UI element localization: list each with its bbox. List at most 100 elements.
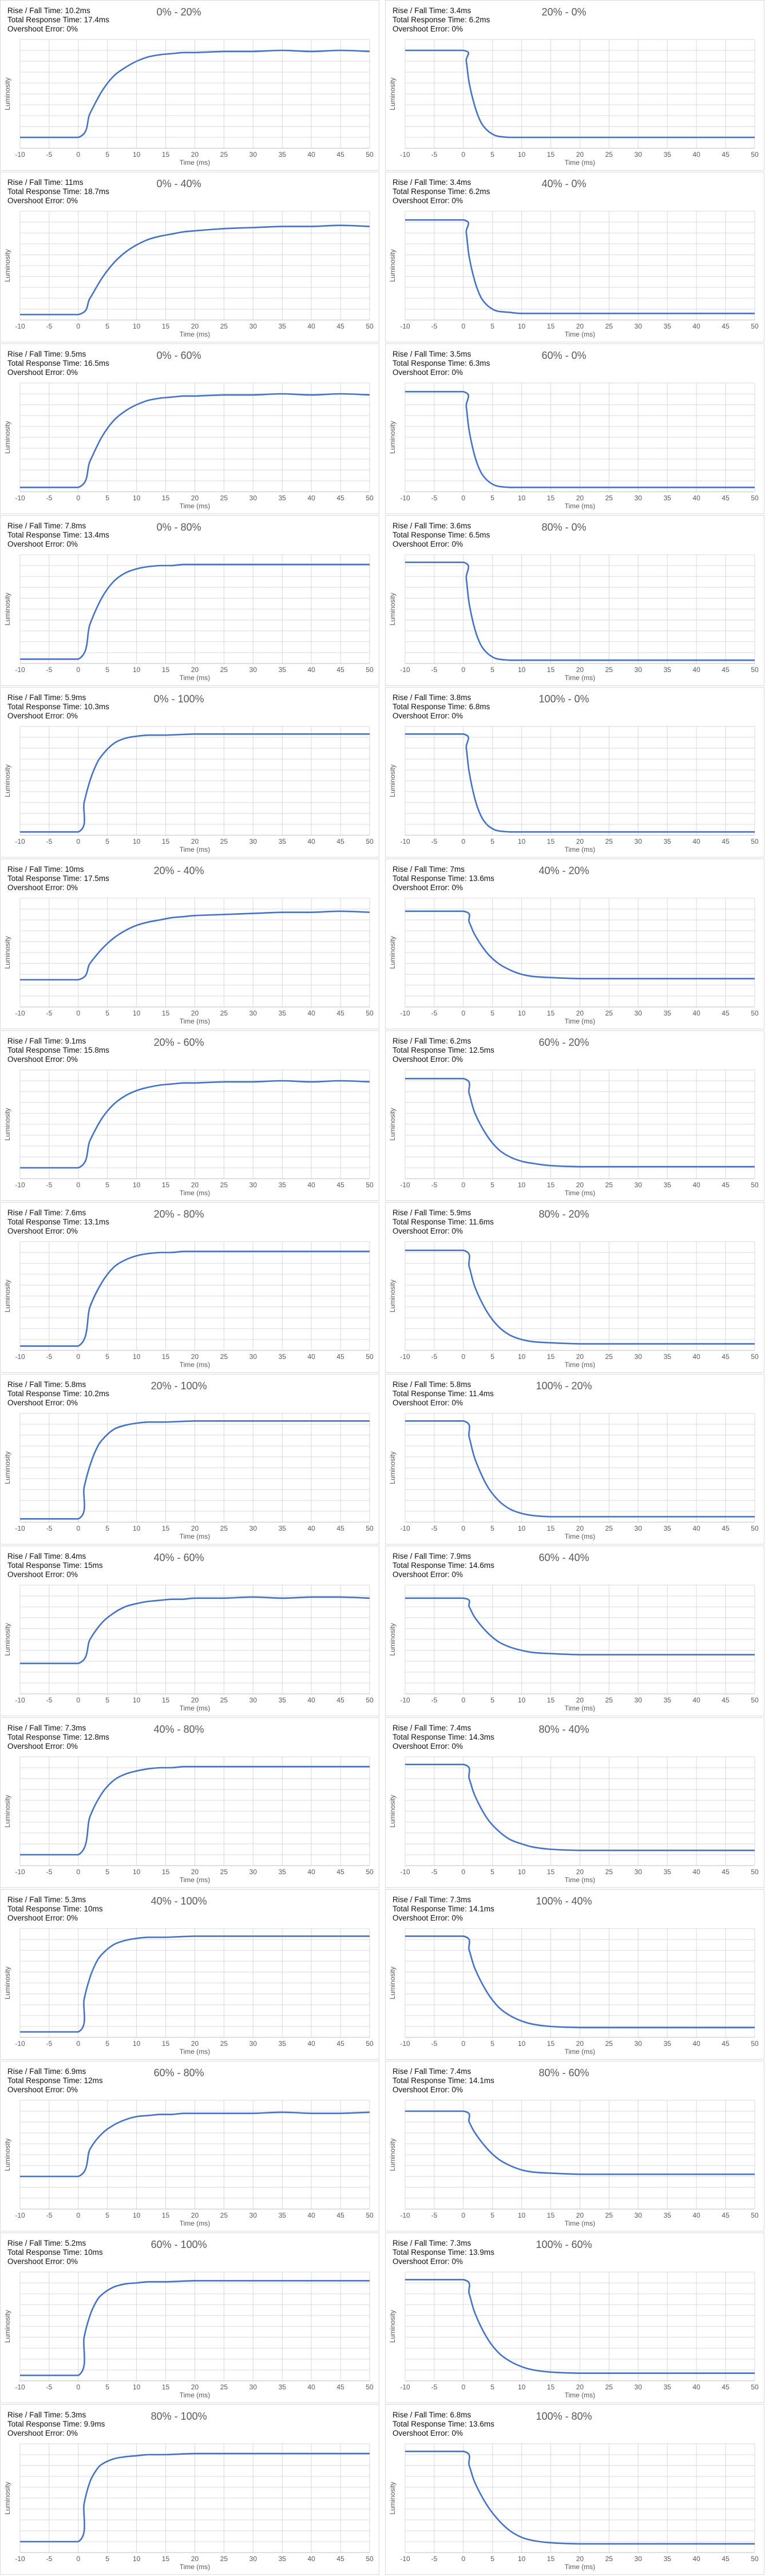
rise-fall-time-text: Rise / Fall Time: 3.4ms <box>393 6 471 15</box>
x-tick-label: 40 <box>307 1353 315 1361</box>
x-tick-label: 35 <box>664 2040 672 2048</box>
y-axis-label: Luminosity <box>3 592 11 625</box>
x-tick-label: 15 <box>162 2211 170 2219</box>
x-tick-label: 5 <box>105 1181 109 1189</box>
chart-title: 100% - 60% <box>536 2239 592 2250</box>
chart-panel: Rise / Fall Time: 10ms Total Response Tim… <box>0 859 379 1029</box>
overshoot-error-text: Overshoot Error: 0% <box>7 1398 78 1407</box>
luminosity-series-line <box>20 733 370 833</box>
x-tick-label: 45 <box>336 2040 344 2048</box>
x-tick-label: 45 <box>336 1009 344 1017</box>
x-tick-label: -10 <box>15 1868 25 1876</box>
y-axis-label: Luminosity <box>389 1623 397 1656</box>
x-tick-label: 5 <box>105 1696 109 1704</box>
x-tick-label: 10 <box>518 1009 526 1017</box>
x-tick-label: 25 <box>220 322 228 330</box>
x-tick-label: 0 <box>461 151 465 159</box>
x-tick-label: 15 <box>162 1524 170 1532</box>
stats-block: Rise / Fall Time: 7.3ms Total Response Ti… <box>393 1895 494 1923</box>
line-chart: -10 -5 0 5 10 15 20 25 30 35 40 45 50 Time (ms) Lumino… <box>3 1756 374 1884</box>
x-tick-label: -5 <box>431 837 438 846</box>
x-tick-label: 15 <box>162 494 170 502</box>
x-tick-label: 40 <box>307 2383 315 2391</box>
x-tick-label: 5 <box>490 2555 494 2563</box>
x-tick-label: 20 <box>576 666 584 674</box>
x-tick-label: -5 <box>431 1009 438 1017</box>
x-tick-label: 50 <box>366 2383 374 2391</box>
total-response-time-text: Total Response Time: 14.6ms <box>393 1561 494 1570</box>
x-tick-label: 5 <box>105 1009 109 1017</box>
y-axis-label: Luminosity <box>389 1451 397 1484</box>
x-tick-label: 50 <box>751 2211 759 2219</box>
x-tick-label: 45 <box>722 2040 730 2048</box>
x-tick-label: 30 <box>635 2211 643 2219</box>
total-response-time-text: Total Response Time: 14.1ms <box>393 2076 494 2085</box>
x-tick-label: 10 <box>133 494 141 502</box>
x-tick-label: 15 <box>547 2040 555 2048</box>
chart-title: 100% - 20% <box>536 1380 592 1392</box>
x-tick-label: 50 <box>366 1696 374 1704</box>
x-tick-label: 40 <box>692 666 700 674</box>
chart-title: 100% - 0% <box>538 693 589 705</box>
x-tick-label: 40 <box>692 322 700 330</box>
chart-title: 60% - 40% <box>538 1552 589 1563</box>
x-tick-label: 0 <box>461 2383 465 2391</box>
line-chart: -10 -5 0 5 10 15 20 25 30 35 40 45 50 Time (ms) Lumino… <box>3 554 374 682</box>
x-tick-label: 45 <box>722 666 730 674</box>
x-tick-label: 0 <box>461 666 465 674</box>
chart-title: 40% - 80% <box>153 1724 204 1735</box>
x-axis-label: Time (ms) <box>565 1532 596 1540</box>
total-response-time-text: Total Response Time: 10.3ms <box>7 702 109 711</box>
overshoot-error-text: Overshoot Error: 0% <box>393 1914 463 1922</box>
x-tick-label: 25 <box>605 2211 613 2219</box>
y-axis-label: Luminosity <box>3 2138 11 2171</box>
overshoot-error-text: Overshoot Error: 0% <box>7 2085 78 2094</box>
x-tick-label: 0 <box>76 151 80 159</box>
x-axis-label: Time (ms) <box>180 1532 211 1540</box>
x-tick-label: 15 <box>162 2555 170 2563</box>
rise-fall-time-text: Rise / Fall Time: 5.2ms <box>7 2239 86 2247</box>
x-tick-label: 10 <box>518 837 526 846</box>
luminosity-series-line <box>19 563 370 660</box>
stats-block: Rise / Fall Time: 9.5ms Total Response Ti… <box>7 350 109 377</box>
x-tick-label: 50 <box>751 1524 759 1532</box>
x-tick-label: 35 <box>664 2383 672 2391</box>
overshoot-error-text: Overshoot Error: 0% <box>7 1570 78 1579</box>
line-chart: -10 -5 0 5 10 15 20 25 30 35 40 45 50 Time (ms) Lumino… <box>389 39 759 167</box>
x-tick-label: 20 <box>576 1524 584 1532</box>
luminosity-series-line <box>405 2451 755 2545</box>
rise-fall-time-text: Rise / Fall Time: 7.9ms <box>393 1552 471 1560</box>
x-tick-label: 40 <box>692 1868 700 1876</box>
total-response-time-text: Total Response Time: 6.8ms <box>393 702 490 711</box>
x-tick-label: 45 <box>722 1868 730 1876</box>
x-tick-label: 20 <box>191 1524 199 1532</box>
chart-panel: Rise / Fall Time: 7.4ms Total Response Ti… <box>385 2061 764 2231</box>
line-chart: -10 -5 0 5 10 15 20 25 30 35 40 45 50 Time (ms) Lumino… <box>3 2271 374 2399</box>
y-axis-label: Luminosity <box>3 1451 11 1484</box>
y-axis-label: Luminosity <box>389 1966 397 1999</box>
stats-block: Rise / Fall Time: 8.4ms Total Response Ti… <box>7 1552 103 1579</box>
x-tick-label: 15 <box>547 1353 555 1361</box>
line-chart: -10 -5 0 5 10 15 20 25 30 35 40 45 50 Time (ms) Lumino… <box>3 1069 374 1197</box>
chart-title: 60% - 20% <box>538 1037 589 1048</box>
x-tick-label: 50 <box>751 2383 759 2391</box>
x-tick-label: 25 <box>605 837 613 846</box>
x-tick-label: 25 <box>605 1868 613 1876</box>
x-tick-label: 20 <box>191 2383 199 2391</box>
stats-block: Rise / Fall Time: 3.4ms Total Response Ti… <box>393 6 490 34</box>
x-tick-label: 50 <box>366 494 374 502</box>
stats-block: Rise / Fall Time: 3.8ms Total Response Ti… <box>393 693 490 721</box>
total-response-time-text: Total Response Time: 12ms <box>7 2076 103 2085</box>
x-tick-label: 5 <box>105 1353 109 1361</box>
x-tick-label: -10 <box>15 837 25 846</box>
x-tick-label: -10 <box>15 2211 25 2219</box>
x-tick-label: 20 <box>576 2383 584 2391</box>
line-chart: -10 -5 0 5 10 15 20 25 30 35 40 45 50 Time (ms) Lumino… <box>389 1756 759 1884</box>
rise-fall-time-text: Rise / Fall Time: 7.3ms <box>393 1895 471 1904</box>
x-tick-label: 10 <box>133 1009 141 1017</box>
chart-panel: Rise / Fall Time: 5.2ms Total Response Ti… <box>0 2233 379 2403</box>
x-tick-label: 40 <box>692 494 700 502</box>
x-tick-label: 45 <box>722 151 730 159</box>
rise-fall-time-text: Rise / Fall Time: 11ms <box>7 178 84 187</box>
x-tick-label: 10 <box>133 2040 141 2048</box>
